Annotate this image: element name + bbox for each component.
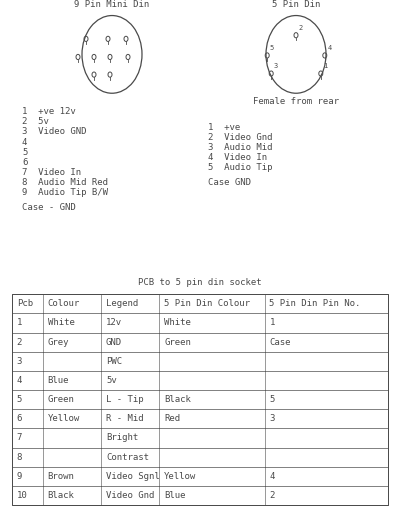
Text: 2: 2 xyxy=(17,338,22,347)
Text: 5  Audio Tip: 5 Audio Tip xyxy=(208,163,272,172)
Bar xyxy=(12,294,388,505)
Text: 9: 9 xyxy=(17,472,22,481)
Text: 7: 7 xyxy=(17,434,22,442)
Text: Grey: Grey xyxy=(48,338,69,347)
Text: 4: 4 xyxy=(17,376,22,385)
Text: 8: 8 xyxy=(17,453,22,462)
Text: 12v: 12v xyxy=(106,319,122,327)
Text: Bright: Bright xyxy=(106,434,138,442)
Text: 7  Video In: 7 Video In xyxy=(22,168,81,177)
Bar xyxy=(12,467,388,486)
Text: Green: Green xyxy=(48,395,74,404)
Text: 5: 5 xyxy=(22,148,27,156)
Text: 9 Pin Mini Din: 9 Pin Mini Din xyxy=(74,1,150,9)
Text: 1: 1 xyxy=(323,63,328,69)
Text: 5 Pin Din Pin No.: 5 Pin Din Pin No. xyxy=(270,299,361,308)
Text: L - Tip: L - Tip xyxy=(106,395,144,404)
Bar xyxy=(12,333,388,352)
Text: 5: 5 xyxy=(270,45,274,51)
Bar xyxy=(12,294,388,313)
Text: 1: 1 xyxy=(17,319,22,327)
Text: Blue: Blue xyxy=(164,491,186,500)
Text: Green: Green xyxy=(164,338,191,347)
Text: 6: 6 xyxy=(17,414,22,423)
Text: 1: 1 xyxy=(270,319,275,327)
Text: 3  Video GND: 3 Video GND xyxy=(22,127,86,136)
Bar xyxy=(12,409,388,428)
Text: Case - GND: Case - GND xyxy=(22,203,76,212)
Text: 6: 6 xyxy=(22,157,27,167)
Text: 5 Pin Din: 5 Pin Din xyxy=(272,1,320,9)
Text: Video Gnd: Video Gnd xyxy=(106,491,154,500)
Text: 5 Pin Din Colour: 5 Pin Din Colour xyxy=(164,299,250,308)
Text: 2  5v: 2 5v xyxy=(22,117,49,126)
Text: 8  Audio Mid Red: 8 Audio Mid Red xyxy=(22,178,108,187)
Text: Brown: Brown xyxy=(48,472,74,481)
Text: 5: 5 xyxy=(17,395,22,404)
Text: Black: Black xyxy=(164,395,191,404)
Text: Blue: Blue xyxy=(48,376,69,385)
Text: 4: 4 xyxy=(270,472,275,481)
Text: Pcb: Pcb xyxy=(17,299,33,308)
Text: 1  +ve 12v: 1 +ve 12v xyxy=(22,107,76,116)
Bar xyxy=(12,428,388,448)
Text: GND: GND xyxy=(106,338,122,347)
Text: PWC: PWC xyxy=(106,357,122,366)
Bar xyxy=(12,352,388,371)
Text: R - Mid: R - Mid xyxy=(106,414,144,423)
Text: Legend: Legend xyxy=(106,299,138,308)
Bar xyxy=(12,371,388,390)
Text: Contrast: Contrast xyxy=(106,453,149,462)
Bar xyxy=(12,486,388,505)
Text: 4: 4 xyxy=(327,45,332,51)
Text: 4: 4 xyxy=(22,137,27,147)
Text: 5: 5 xyxy=(270,395,275,404)
Text: White: White xyxy=(48,319,74,327)
Text: 5v: 5v xyxy=(106,376,117,385)
Text: 3: 3 xyxy=(270,414,275,423)
Bar xyxy=(12,448,388,467)
Text: 4  Video In: 4 Video In xyxy=(208,153,267,162)
Bar xyxy=(12,390,388,409)
Text: Red: Red xyxy=(164,414,180,423)
Text: Colour: Colour xyxy=(48,299,80,308)
Text: Case GND: Case GND xyxy=(208,178,251,188)
Text: 2  Video Gnd: 2 Video Gnd xyxy=(208,133,272,142)
Text: Black: Black xyxy=(48,491,74,500)
Text: White: White xyxy=(164,319,191,327)
Text: 9  Audio Tip B/W: 9 Audio Tip B/W xyxy=(22,188,108,197)
Text: Video Sgnl: Video Sgnl xyxy=(106,472,160,481)
Text: Yellow: Yellow xyxy=(164,472,196,481)
Text: 3  Audio Mid: 3 Audio Mid xyxy=(208,143,272,152)
Text: 10: 10 xyxy=(17,491,28,500)
Text: Female from rear: Female from rear xyxy=(253,97,339,106)
Text: 3: 3 xyxy=(274,63,278,69)
Text: 2: 2 xyxy=(298,25,303,31)
Text: Case: Case xyxy=(270,338,291,347)
Text: Yellow: Yellow xyxy=(48,414,80,423)
Bar xyxy=(12,313,388,333)
Text: 2: 2 xyxy=(270,491,275,500)
Text: PCB to 5 pin din socket: PCB to 5 pin din socket xyxy=(138,279,262,287)
Text: 1  +ve: 1 +ve xyxy=(208,123,240,132)
Text: 3: 3 xyxy=(17,357,22,366)
